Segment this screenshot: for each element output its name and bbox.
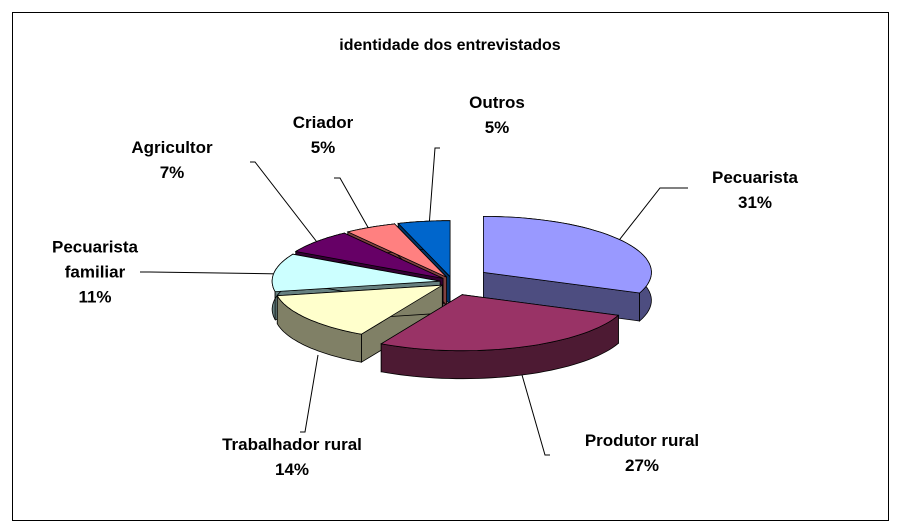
leader-line: [519, 367, 550, 456]
category-name: Agricultor: [131, 138, 213, 157]
value-label: 11%: [78, 287, 112, 307]
slice: [483, 215, 652, 294]
slice: [346, 223, 447, 278]
leader-lines: [140, 147, 688, 456]
category-name: Trabalhador rural: [222, 435, 362, 454]
slice-label: Trabalhador rural 14%: [217, 432, 367, 482]
slice: [397, 220, 451, 278]
slice: [276, 284, 443, 335]
slice: [380, 294, 620, 352]
value-label: 5%: [484, 118, 510, 137]
leader-line: [300, 354, 319, 433]
leader-line: [427, 147, 440, 241]
slice-label: Criador 5%: [273, 110, 373, 160]
slice-label: Pecuarista familiar 11%: [25, 235, 165, 310]
chart-title: identidade dos entrevistados: [339, 37, 561, 54]
category-name: Pecuarista familiar: [52, 237, 138, 282]
value-label: 5%: [310, 138, 336, 157]
category-name: Outros: [469, 93, 525, 112]
leader-line: [250, 161, 328, 256]
slice-label: Produtor rural 27%: [542, 428, 742, 478]
leader-line: [140, 271, 286, 275]
slice: [271, 253, 441, 293]
value-label: 14%: [274, 460, 310, 479]
slice-label: Agricultor 7%: [112, 135, 232, 185]
value-label: 31%: [737, 193, 773, 212]
category-name: Pecuarista: [712, 168, 798, 187]
slice: [294, 232, 444, 279]
category-name: Criador: [292, 113, 354, 132]
leader-line: [334, 177, 379, 246]
category-name: Produtor rural: [584, 431, 700, 450]
chart-frame: [12, 12, 889, 521]
leader-line: [601, 187, 688, 263]
slice-label: Outros 5%: [447, 90, 547, 140]
value-label: 7%: [159, 163, 185, 182]
slice-label: Pecuarista 31%: [685, 165, 825, 215]
value-label: 27%: [624, 456, 660, 475]
